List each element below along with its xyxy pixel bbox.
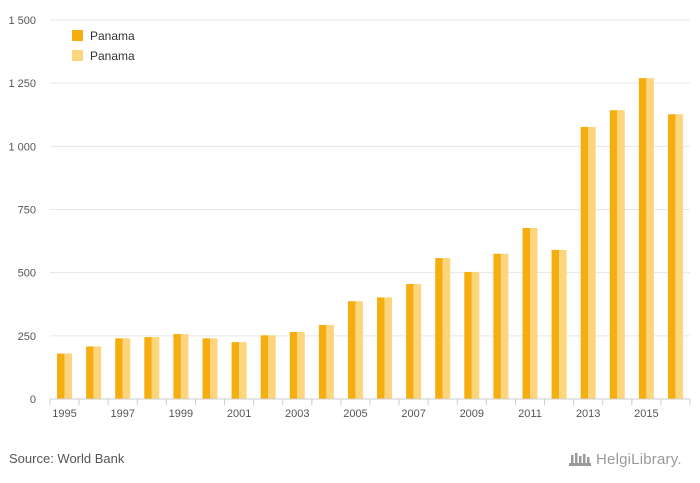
bar <box>210 338 218 399</box>
bar <box>464 271 472 399</box>
y-tick-label: 1 000 <box>8 141 36 153</box>
bar <box>231 342 240 399</box>
x-tick-label: 2001 <box>227 408 251 420</box>
library-icon <box>569 453 591 466</box>
x-tick-label: 1997 <box>110 408 134 420</box>
y-tick-label: 750 <box>18 205 36 217</box>
bar <box>588 126 596 400</box>
bar <box>151 337 160 399</box>
legend-swatch <box>72 30 83 41</box>
bar <box>435 258 443 399</box>
bar <box>377 297 385 399</box>
bar-chart: 0 250 500 750 1 000 1 250 1 500 1995 1997 1999 20… <box>8 15 691 420</box>
y-tick-label: 500 <box>18 268 36 280</box>
bar <box>318 324 327 399</box>
bar <box>57 353 65 399</box>
bar <box>580 126 589 400</box>
y-tick-label: 0 <box>30 394 36 406</box>
bar <box>667 114 676 400</box>
legend-swatch <box>72 50 83 61</box>
x-tick-label: 2015 <box>634 408 658 420</box>
bar <box>64 353 73 399</box>
bar <box>173 334 181 399</box>
bar <box>559 249 567 399</box>
x-tick-label: 1995 <box>52 408 76 420</box>
bar <box>144 337 152 399</box>
bar <box>413 284 422 399</box>
bar <box>500 253 509 399</box>
bar <box>646 78 654 399</box>
grid-lines <box>50 19 690 400</box>
x-tick-label: 2007 <box>401 408 425 420</box>
bar <box>239 342 247 399</box>
bar <box>93 346 102 399</box>
bar <box>406 284 414 399</box>
y-axis-tick-labels: 0 250 500 750 1 000 1 250 1 500 <box>8 15 36 406</box>
bar <box>122 338 131 399</box>
bar <box>326 324 334 399</box>
x-tick-label: 2013 <box>576 408 600 420</box>
x-tick-label: 1999 <box>169 408 193 420</box>
x-tick-label: 2009 <box>460 408 484 420</box>
x-axis: 1995 1997 1999 2001 2003 2005 2007 2009 2011 2013… <box>49 398 691 420</box>
legend-label: Panama <box>90 49 135 63</box>
bar <box>202 338 210 399</box>
bar <box>384 297 393 399</box>
bar <box>442 258 451 399</box>
bar <box>115 338 123 399</box>
logo-text: HelgiLibrary. <box>596 451 682 468</box>
bar <box>268 335 276 399</box>
bar <box>609 110 618 400</box>
y-tick-label: 250 <box>18 331 36 343</box>
y-tick-label: 1 250 <box>8 78 36 90</box>
bar <box>260 335 269 399</box>
y-tick-label: 1 500 <box>8 15 36 27</box>
legend: Panama Panama <box>72 29 135 63</box>
legend-label: Panama <box>90 29 135 43</box>
bar <box>617 110 625 400</box>
bar <box>493 253 501 399</box>
x-tick-label: 2005 <box>343 408 367 420</box>
bar <box>86 346 94 399</box>
helgilibrary-logo[interactable]: HelgiLibrary. <box>568 449 692 471</box>
bar <box>638 78 647 399</box>
bar <box>355 301 363 399</box>
x-tick-label: 2003 <box>285 408 309 420</box>
bar <box>180 334 189 399</box>
source-note: Source: World Bank <box>9 451 125 466</box>
bar <box>675 114 683 400</box>
bars <box>57 78 683 400</box>
bar <box>347 301 356 399</box>
bar <box>530 227 538 399</box>
bar <box>289 332 298 399</box>
bar <box>297 332 305 399</box>
bar <box>471 271 480 399</box>
bar <box>551 249 560 399</box>
bar <box>522 227 530 399</box>
x-tick-label: 2011 <box>518 408 542 420</box>
